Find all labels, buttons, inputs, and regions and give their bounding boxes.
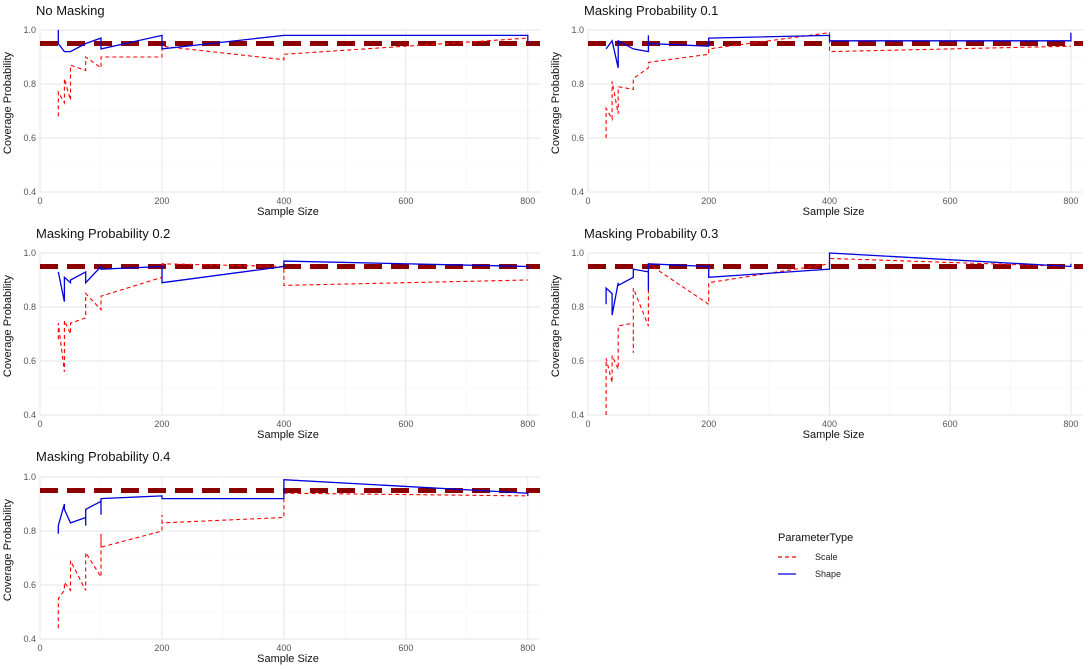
panel-title: No Masking (36, 3, 105, 18)
x-tick-label: 400 (276, 643, 291, 653)
x-tick-label: 600 (943, 419, 958, 429)
x-axis-label: Sample Size (257, 429, 319, 441)
y-tick-label: 0.8 (23, 79, 36, 89)
x-tick-label: 0 (585, 419, 590, 429)
series-line-shape (57, 479, 529, 534)
series-line-scale (57, 263, 528, 372)
y-tick-label: 0.8 (23, 302, 36, 312)
x-tick-label: 600 (398, 419, 413, 429)
x-tick-label: 0 (37, 643, 42, 653)
x-tick-label: 200 (154, 196, 169, 206)
x-axis-label: Sample Size (803, 429, 865, 441)
x-tick-label: 800 (1063, 419, 1078, 429)
y-axis-label: Coverage Probability (550, 51, 562, 154)
y-tick-label: 1.0 (571, 25, 584, 35)
y-tick-label: 0.4 (23, 634, 36, 644)
y-tick-label: 1.0 (23, 472, 36, 482)
x-tick-label: 600 (943, 196, 958, 206)
series-line-shape (605, 32, 1072, 68)
x-tick-label: 600 (398, 643, 413, 653)
y-axis-label: Coverage Probability (550, 274, 562, 377)
y-tick-label: 0.4 (23, 187, 36, 197)
series-line-scale (605, 32, 1071, 138)
series-line-scale (605, 257, 1071, 415)
y-tick-label: 1.0 (23, 25, 36, 35)
legend-label-scale: Scale (815, 552, 838, 562)
x-tick-label: 200 (154, 643, 169, 653)
legend-label-shape: Shape (815, 569, 841, 579)
y-tick-label: 0.6 (23, 580, 36, 590)
x-tick-label: 400 (822, 419, 837, 429)
y-tick-label: 1.0 (23, 248, 36, 258)
x-tick-label: 200 (154, 419, 169, 429)
y-tick-label: 0.6 (23, 356, 36, 366)
y-tick-label: 0.6 (571, 133, 584, 143)
x-axis-label: Sample Size (257, 206, 319, 218)
series-line-shape (605, 252, 1072, 316)
series-line-scale (57, 37, 528, 117)
x-axis-label: Sample Size (803, 206, 865, 218)
x-tick-label: 600 (398, 196, 413, 206)
panel-title: Masking Probability 0.3 (584, 226, 718, 241)
x-tick-label: 0 (585, 196, 590, 206)
panel-title: Masking Probability 0.1 (584, 3, 718, 18)
x-tick-label: 0 (37, 419, 42, 429)
x-tick-label: 0 (37, 196, 42, 206)
x-tick-label: 400 (276, 419, 291, 429)
x-tick-label: 400 (822, 196, 837, 206)
x-axis-label: Sample Size (257, 653, 319, 665)
y-tick-label: 0.8 (571, 79, 584, 89)
y-tick-label: 0.4 (571, 187, 584, 197)
panel-title: Masking Probability 0.2 (36, 226, 170, 241)
y-axis-label: Coverage Probability (2, 274, 14, 377)
y-axis-label: Coverage Probability (2, 51, 14, 154)
legend: ParameterType Scale Shape (778, 532, 853, 579)
series-line-scale (57, 490, 528, 629)
x-tick-label: 800 (1063, 196, 1078, 206)
x-tick-label: 800 (520, 419, 535, 429)
y-tick-label: 0.4 (23, 410, 36, 420)
panel-1: 0 200 400 600 800 0.4 0.6 0.8 1.0No Masking Sampl… (2, 3, 540, 218)
y-tick-label: 0.6 (23, 133, 36, 143)
y-tick-label: 0.4 (571, 410, 584, 420)
y-tick-label: 0.6 (571, 356, 584, 366)
y-tick-label: 1.0 (571, 248, 584, 258)
x-tick-label: 200 (701, 419, 716, 429)
y-tick-label: 0.8 (23, 526, 36, 536)
y-tick-label: 0.8 (571, 302, 584, 312)
legend-title: ParameterType (778, 532, 853, 544)
panel-title: Masking Probability 0.4 (36, 449, 170, 464)
x-tick-label: 400 (276, 196, 291, 206)
x-tick-label: 200 (701, 196, 716, 206)
x-tick-label: 800 (520, 643, 535, 653)
x-tick-label: 800 (520, 196, 535, 206)
y-axis-label: Coverage Probability (2, 498, 14, 601)
series-line-shape (57, 30, 529, 53)
series-line-shape (57, 260, 529, 302)
